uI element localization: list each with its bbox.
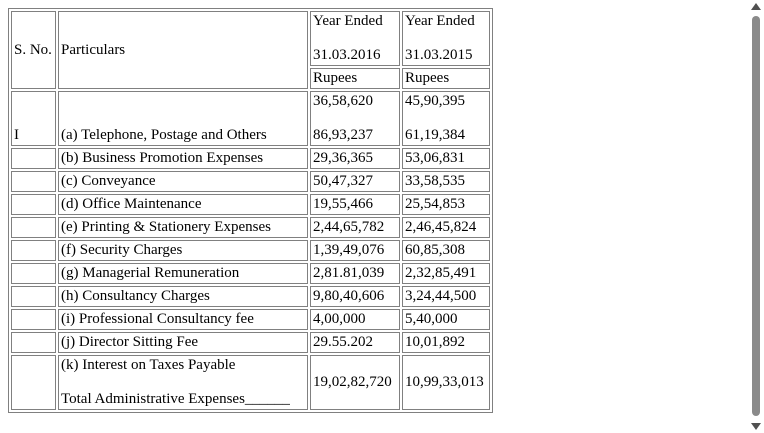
- total-value-2016: 19,02,82,720: [310, 355, 400, 410]
- sno-cell: [11, 217, 56, 238]
- row-value-2016: 2,81.81,039: [310, 263, 400, 284]
- table-row: (e) Printing & Stationery Expenses 2,44,…: [11, 217, 490, 238]
- row-label: (k) Interest on Taxes Payable: [61, 357, 236, 373]
- table-row: (f) Security Charges 1,39,49,076 60,85,3…: [11, 240, 490, 261]
- value-2016-cell: 36,58,620 86,93,237: [310, 91, 400, 146]
- sno-cell: [11, 194, 56, 215]
- header-particulars: Particulars: [58, 11, 308, 89]
- sno-cell: [11, 355, 56, 410]
- vertical-scrollbar[interactable]: [749, 0, 764, 433]
- row-label: (j) Director Sitting Fee: [58, 332, 308, 353]
- row-value-2016: 19,55,466: [310, 194, 400, 215]
- table-row: (d) Office Maintenance 19,55,466 25,54,8…: [11, 194, 490, 215]
- table-row: (b) Business Promotion Expenses 29,36,36…: [11, 148, 490, 169]
- header-sno: S. No.: [11, 11, 56, 89]
- row-label: (i) Professional Consultancy fee: [58, 309, 308, 330]
- sno-cell: [11, 263, 56, 284]
- row-value-2016: 29,36,365: [310, 148, 400, 169]
- section-number: I: [14, 127, 19, 143]
- row-label: (a) Telephone, Postage and Others: [61, 127, 267, 143]
- row-value-2015: 2,32,85,491: [402, 263, 490, 284]
- row-label: (d) Office Maintenance: [58, 194, 308, 215]
- opening-value-2015: 45,90,395: [405, 93, 465, 109]
- administrative-expenses-table: S. No. Particulars Year Ended 31.03.2016…: [8, 8, 493, 413]
- row-label: (b) Business Promotion Expenses: [58, 148, 308, 169]
- row-label: (e) Printing & Stationery Expenses: [58, 217, 308, 238]
- row-value-2015: 10,01,892: [402, 332, 490, 353]
- scroll-down-arrow-icon[interactable]: [751, 423, 761, 430]
- row-label: (f) Security Charges: [58, 240, 308, 261]
- sno-cell: [11, 240, 56, 261]
- row-value-2015: 53,06,831: [402, 148, 490, 169]
- row-value-2015: 2,46,45,824: [402, 217, 490, 238]
- unit-row: Rupees Rupees: [11, 68, 490, 89]
- row-label: (c) Conveyance: [58, 171, 308, 192]
- scroll-up-arrow-icon[interactable]: [751, 3, 761, 10]
- header-year-2016-line2: 31.03.2016: [313, 47, 381, 63]
- value-2015-cell: 45,90,395 61,19,384: [402, 91, 490, 146]
- sno-cell: [11, 309, 56, 330]
- row-value-2016: 9,80,40,606: [310, 286, 400, 307]
- header-year-2016-line1: Year Ended: [313, 13, 383, 29]
- table-row: I (a) Telephone, Postage and Others 36,5…: [11, 91, 490, 146]
- row-value-2015: 5,40,000: [402, 309, 490, 330]
- header-year-2015-line2: 31.03.2015: [405, 47, 473, 63]
- sno-cell: [11, 148, 56, 169]
- table-row: (j) Director Sitting Fee 29.55.202 10,01…: [11, 332, 490, 353]
- row-value-2016: 50,47,327: [310, 171, 400, 192]
- header-year-2015: Year Ended 31.03.2015: [402, 11, 490, 66]
- total-value-2015: 10,99,33,013: [402, 355, 490, 410]
- header-row: S. No. Particulars Year Ended 31.03.2016…: [11, 11, 490, 89]
- table-row: (g) Managerial Remuneration 2,81.81,039 …: [11, 263, 490, 284]
- row-value-2015: 60,85,308: [402, 240, 490, 261]
- total-label: Total Administrative Expenses______: [61, 391, 290, 407]
- row-value-2016: 86,93,237: [313, 127, 373, 143]
- sno-cell: [11, 171, 56, 192]
- sno-cell: [11, 286, 56, 307]
- sno-cell: [11, 332, 56, 353]
- total-label-cell: (k) Interest on Taxes Payable Total Admi…: [58, 355, 308, 410]
- row-value-2016: 2,44,65,782: [310, 217, 400, 238]
- row-value-2015: 61,19,384: [405, 127, 465, 143]
- header-year-2016: Year Ended 31.03.2016: [310, 11, 400, 66]
- row-label: (g) Managerial Remuneration: [58, 263, 308, 284]
- row-label-cell: (a) Telephone, Postage and Others: [58, 91, 308, 146]
- row-label: (h) Consultancy Charges: [58, 286, 308, 307]
- table-row: (h) Consultancy Charges 9,80,40,606 3,24…: [11, 286, 490, 307]
- opening-value-2016: 36,58,620: [313, 93, 373, 109]
- table-row: (c) Conveyance 50,47,327 33,58,535: [11, 171, 490, 192]
- header-year-2015-line1: Year Ended: [405, 13, 475, 29]
- unit-2015: Rupees: [402, 68, 490, 89]
- row-value-2016: 4,00,000: [310, 309, 400, 330]
- row-value-2015: 25,54,853: [402, 194, 490, 215]
- table-row: (i) Professional Consultancy fee 4,00,00…: [11, 309, 490, 330]
- row-value-2016: 1,39,49,076: [310, 240, 400, 261]
- unit-2016: Rupees: [310, 68, 400, 89]
- section-number-cell: I: [11, 91, 56, 146]
- total-row: (k) Interest on Taxes Payable Total Admi…: [11, 355, 490, 410]
- row-value-2015: 33,58,535: [402, 171, 490, 192]
- row-value-2015: 3,24,44,500: [402, 286, 490, 307]
- scrollbar-thumb[interactable]: [752, 16, 760, 416]
- row-value-2016: 29.55.202: [310, 332, 400, 353]
